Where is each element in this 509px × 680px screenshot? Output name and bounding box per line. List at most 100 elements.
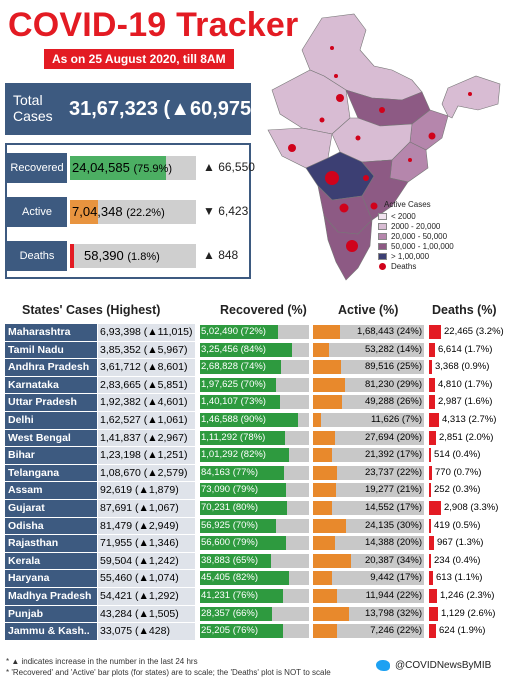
twitter-credit: @COVIDNewsByMIB — [376, 660, 491, 671]
recovered-value: 1,46,588 (90%) — [201, 413, 266, 425]
table-row: Gujarat 87,691 (▲1,067) 70,231 (80%) 14,552… — [5, 499, 504, 518]
twitter-handle: @COVIDNewsByMIB — [395, 660, 492, 671]
active-bar: 9,442 (17%) — [313, 571, 424, 586]
recovered-value: 56,925 (70%) — [201, 519, 259, 531]
deaths-value: 3,368 (0.9%) — [435, 361, 490, 373]
recovered-value: 25,205 (76%) — [201, 625, 259, 637]
active-bar-fill — [313, 588, 338, 603]
death-marker — [355, 135, 361, 141]
total-cases-value: 31,67,323 (▲60,975) — [69, 98, 258, 121]
deaths-value: 252 (0.3%) — [434, 484, 481, 496]
recovered-bar: 1,46,588 (90%) — [200, 412, 309, 427]
active-bar: 11,944 (22%) — [313, 588, 424, 603]
state-cases: 54,421 (▲1,292) — [98, 587, 195, 605]
deaths-value: 22,465 (3.2%) — [444, 326, 504, 337]
table-row: Bihar 1,23,198 (▲1,251) 1,01,292 (82%) 21,3… — [5, 447, 504, 465]
table-row: Haryana 55,460 (▲1,074) 45,405 (82%) 9,442 … — [5, 570, 504, 588]
deaths-bar-fill — [429, 483, 431, 498]
state-cases: 3,85,352 (▲5,967) — [98, 341, 195, 359]
table-row: Odisha 81,479 (▲2,949) 56,925 (70%) 24,135 … — [5, 517, 504, 536]
active-bar: 27,694 (20%) — [313, 430, 424, 445]
state-cases: 81,479 (▲2,949) — [98, 517, 195, 535]
death-marker — [288, 144, 296, 152]
summary-change: ▲ 848 — [203, 248, 239, 262]
table-row: Punjab 43,284 (▲1,505) 28,357 (66%) 13,798 … — [5, 605, 504, 624]
recovered-bar-fill — [200, 536, 287, 551]
active-value: 21,392 (17%) — [364, 449, 422, 461]
deaths-value: 2,851 (2.0%) — [439, 431, 494, 443]
state-table: Maharashtra 6,93,398 (▲11,015) 5,02,490 (7… — [5, 324, 504, 641]
deaths-bar-fill — [429, 624, 436, 639]
recovered-bar: 45,405 (82%) — [200, 571, 309, 586]
deaths-value: 514 (0.4%) — [434, 449, 481, 461]
active-value: 1,68,443 (24%) — [357, 326, 422, 337]
footnote-scale: * 'Recovered' and 'Active' bar plots (fo… — [6, 668, 331, 677]
active-value: 7,246 (22%) — [370, 625, 422, 637]
active-bar: 89,516 (25%) — [313, 360, 424, 375]
recovered-value: 5,02,490 (72%) — [201, 326, 266, 337]
summary-value: 7,04,348 — [72, 204, 123, 219]
summary-label: Active — [7, 197, 67, 227]
summary-bar-fill — [70, 156, 166, 180]
active-bar-fill — [313, 536, 336, 551]
deaths-bar: 1,129 (2.6%) — [429, 606, 504, 621]
recovered-value: 2,68,828 (74%) — [201, 361, 266, 373]
active-bar-fill — [313, 500, 332, 515]
deaths-bar: 252 (0.3%) — [429, 483, 504, 498]
recovered-value: 73,090 (79%) — [201, 484, 259, 496]
table-row: Rajasthan 71,955 (▲1,346) 56,600 (79%) 14,3… — [5, 535, 504, 553]
deaths-bar-fill — [429, 395, 435, 410]
total-cases-panel: Total Cases 31,67,323 (▲60,975) — [5, 83, 258, 135]
deaths-bar-fill — [429, 342, 435, 357]
death-marker — [379, 107, 385, 113]
summary-bar-fill — [70, 244, 74, 268]
active-value: 89,516 (25%) — [364, 361, 422, 373]
recovered-bar-fill — [200, 606, 272, 621]
recovered-bar: 1,97,625 (70%) — [200, 377, 309, 392]
recovered-value: 38,883 (65%) — [201, 554, 259, 566]
deaths-bar: 514 (0.4%) — [429, 448, 504, 463]
deaths-bar: 770 (0.7%) — [429, 465, 504, 480]
deaths-bar-fill — [429, 553, 431, 568]
active-bar: 14,552 (17%) — [313, 500, 424, 515]
active-bar-fill — [313, 553, 351, 568]
footnote-increase: * ▲ indicates increase in the number in … — [6, 657, 198, 666]
active-bar: 20,387 (34%) — [313, 553, 424, 568]
recovered-bar-fill — [200, 342, 292, 357]
active-value: 49,288 (26%) — [364, 396, 422, 408]
state-name: Karnataka — [5, 376, 97, 394]
recovered-bar-fill — [200, 325, 279, 339]
total-change: (▲60,975) — [163, 98, 258, 120]
legend-item-deaths: Deaths — [378, 261, 454, 271]
deaths-bar: 624 (1.9%) — [429, 624, 504, 639]
recovered-bar-fill — [200, 588, 283, 603]
table-row: Kerala 59,504 (▲1,242) 38,883 (65%) 20,387 … — [5, 552, 504, 571]
state-name: Andhra Pradesh — [5, 359, 97, 376]
summary-change: ▼ 6,423 — [203, 204, 249, 218]
active-bar: 11,626 (7%) — [313, 412, 424, 427]
recovered-bar-fill — [200, 624, 283, 639]
recovered-bar-fill — [200, 360, 281, 375]
deaths-bar-fill — [429, 448, 431, 463]
recovered-bar-fill — [200, 448, 290, 463]
deaths-bar-fill — [429, 360, 432, 375]
active-bar-fill — [313, 395, 342, 410]
active-value: 27,694 (20%) — [364, 431, 422, 443]
recovered-bar: 73,090 (79%) — [200, 483, 309, 498]
summary-row-deaths: Deaths 58,390 (1.8%) ▲ 848 — [7, 241, 249, 271]
active-value: 11,944 (22%) — [365, 589, 422, 601]
recovered-value: 56,600 (79%) — [201, 537, 259, 549]
deaths-bar-fill — [429, 571, 433, 586]
state-cases: 55,460 (▲1,074) — [98, 570, 195, 587]
table-row: Uttar Pradesh 1,92,382 (▲4,601) 1,40,107 (… — [5, 394, 504, 412]
state-cases: 1,62,527 (▲1,061) — [98, 411, 195, 429]
legend-item: 50,000 - 1,00,000 — [378, 241, 454, 251]
table-row: Delhi 1,62,527 (▲1,061) 1,46,588 (90%) 11,6… — [5, 411, 504, 430]
deaths-bar-fill — [429, 606, 438, 621]
recovered-bar-fill — [200, 518, 277, 533]
active-bar-fill — [313, 412, 321, 427]
deaths-bar: 1,246 (2.3%) — [429, 588, 504, 603]
death-marker — [428, 132, 436, 140]
summary-value: 58,390 — [84, 248, 124, 263]
death-marker — [363, 175, 369, 181]
